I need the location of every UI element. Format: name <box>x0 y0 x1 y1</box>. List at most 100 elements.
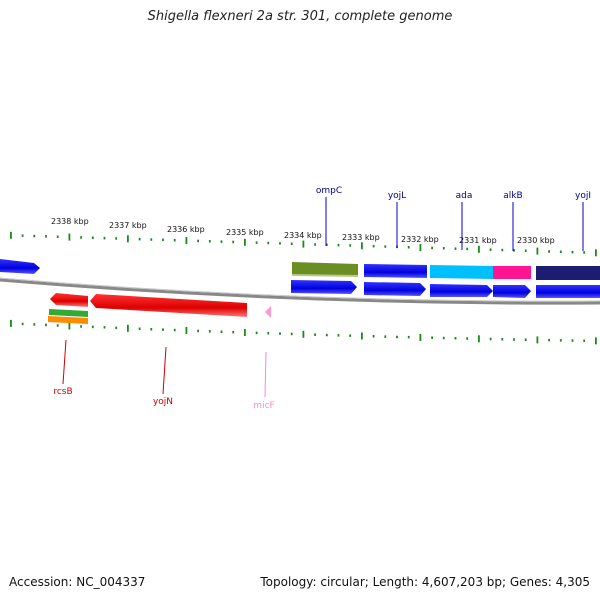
minor-tick <box>150 328 153 331</box>
feature-yojI-navy[interactable] <box>536 266 600 280</box>
feature-ompC-olive[interactable] <box>292 262 358 276</box>
major-tick <box>419 334 422 341</box>
major-tick <box>302 330 305 338</box>
ruler-label: 2331 kbp <box>459 236 497 245</box>
minor-tick <box>454 337 457 340</box>
major-tick <box>68 233 71 241</box>
minor-tick <box>431 336 433 339</box>
leader-micF <box>264 351 267 398</box>
gene-label-yojL[interactable]: yojL <box>388 191 406 201</box>
minor-tick <box>255 331 258 335</box>
major-tick <box>536 247 539 255</box>
minor-tick <box>220 240 223 243</box>
minor-tick <box>407 246 410 249</box>
major-tick <box>302 240 305 248</box>
minor-tick <box>103 236 106 240</box>
minor-tick <box>21 234 24 237</box>
gene-label-alkB[interactable]: alkB <box>503 191 522 201</box>
minor-tick <box>372 244 375 248</box>
major-tick <box>478 335 480 343</box>
gene-arrow-yojL-top[interactable] <box>364 264 427 278</box>
minor-tick <box>583 339 586 342</box>
minor-tick <box>489 337 492 341</box>
gene-arrow-ompC[interactable] <box>291 280 357 294</box>
minor-tick <box>56 324 59 327</box>
forward-features <box>0 259 600 298</box>
minor-tick <box>45 235 47 238</box>
minor-tick <box>208 240 211 243</box>
feature-ompC-olive-shade[interactable] <box>292 274 358 277</box>
feature-rcsB-green[interactable] <box>49 309 88 317</box>
minor-tick <box>501 338 504 341</box>
gene-arrow-yojI[interactable] <box>536 285 600 298</box>
major-tick <box>10 231 12 239</box>
minor-tick <box>431 246 433 250</box>
minor-tick <box>103 326 106 329</box>
minor-tick <box>513 338 515 341</box>
minor-tick <box>173 239 176 242</box>
major-tick <box>478 245 480 253</box>
ruler-label: 2334 kbp <box>284 231 322 240</box>
minor-tick <box>337 243 340 247</box>
minor-tick <box>91 236 94 239</box>
minor-tick <box>197 329 199 333</box>
major-tick <box>419 244 422 252</box>
leader-yojN <box>162 346 167 395</box>
major-tick <box>244 329 246 336</box>
minor-tick <box>115 326 118 330</box>
feature-ada-cyan[interactable] <box>430 265 494 279</box>
major-tick <box>595 249 597 257</box>
minor-tick <box>197 239 199 243</box>
ruler-label: 2338 kbp <box>51 217 89 226</box>
minor-tick <box>33 234 36 238</box>
minor-tick <box>232 330 235 334</box>
minor-tick <box>279 242 281 245</box>
ncRNA-micF[interactable] <box>265 306 271 318</box>
gene-label-yojI[interactable]: yojI <box>575 191 591 201</box>
major-tick <box>10 319 12 327</box>
minor-tick <box>501 248 504 252</box>
gene-arrow-alkB[interactable] <box>493 285 531 298</box>
minor-tick <box>396 335 398 339</box>
major-tick <box>536 336 539 344</box>
feature-rcsB-orange[interactable] <box>48 316 88 324</box>
gene-arrow-left-edge[interactable] <box>0 259 40 274</box>
minor-tick <box>45 323 47 327</box>
minor-tick <box>466 337 469 340</box>
gene-label-ompC[interactable]: ompC <box>316 186 342 196</box>
minor-tick <box>489 248 492 251</box>
gene-label-micF[interactable]: micF <box>253 401 274 411</box>
genome-backbone-highlight <box>0 277 600 302</box>
major-tick <box>127 235 129 243</box>
minor-tick <box>571 250 574 254</box>
ruler-label: 2332 kbp <box>401 235 439 244</box>
gene-label-yojN[interactable]: yojN <box>153 397 173 407</box>
minor-tick <box>325 333 328 337</box>
minor-tick <box>232 240 235 244</box>
minor-tick <box>349 334 352 337</box>
gene-label-ada[interactable]: ada <box>456 191 473 201</box>
gene-arrow-rcsB[interactable] <box>50 293 88 307</box>
minor-tick <box>162 238 164 242</box>
minor-tick <box>115 237 118 240</box>
minor-tick <box>267 332 270 335</box>
minor-tick <box>33 323 36 326</box>
gene-labels-bottom: rcsB yojN micF <box>53 387 274 411</box>
major-tick <box>361 332 363 340</box>
ruler-label: 2337 kbp <box>109 221 147 230</box>
gene-label-rcsB[interactable]: rcsB <box>53 387 72 397</box>
minor-tick <box>548 250 550 253</box>
genome-title: Shigella flexneri 2a str. 301, complete … <box>147 9 453 24</box>
gene-arrow-yojL[interactable] <box>364 282 426 296</box>
leader-rcsB <box>62 339 67 385</box>
minor-tick <box>466 247 469 251</box>
minor-tick <box>162 328 164 331</box>
minor-tick <box>21 322 24 326</box>
minor-tick <box>80 236 82 239</box>
gene-arrow-yojN[interactable] <box>90 294 247 317</box>
gene-arrow-ada[interactable] <box>430 284 493 297</box>
feature-alkB-magenta[interactable] <box>493 266 531 279</box>
minor-tick <box>80 325 82 328</box>
minor-tick <box>583 251 586 254</box>
ruler-ticks-top <box>10 231 597 257</box>
